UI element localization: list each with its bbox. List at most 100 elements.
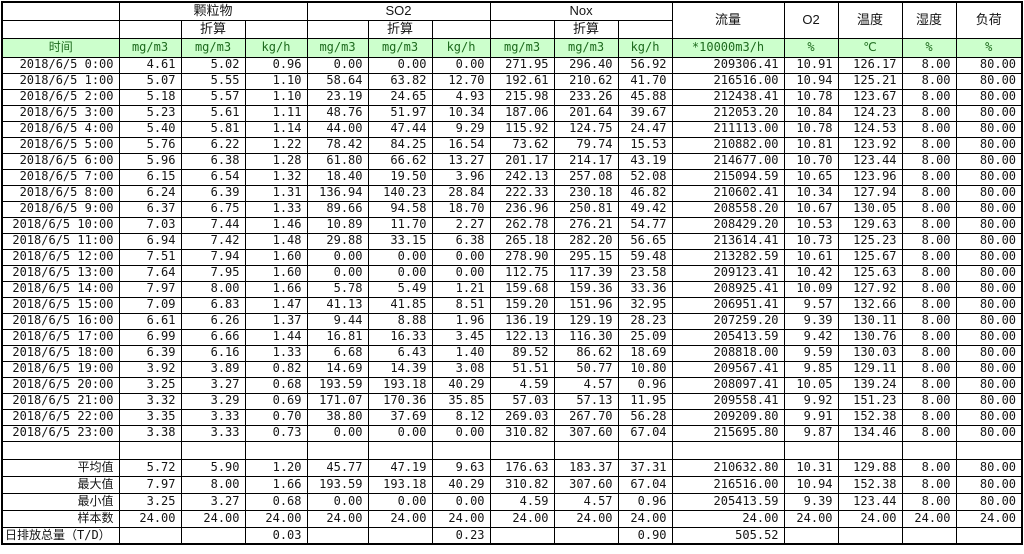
value-cell: 262.78: [489, 216, 555, 234]
table-row: 2018/6/5 16:00 6.61 6.26 1.37 9.44 8.88 1.96 13…: [1, 312, 1023, 330]
value-cell: 24.00: [180, 509, 246, 528]
value-cell: 3.32: [118, 392, 182, 410]
value-cell: 125.23: [837, 232, 903, 250]
value-cell: 267.70: [553, 408, 619, 426]
value-cell: 40.29: [431, 376, 491, 394]
value-cell: 54.77: [617, 216, 673, 234]
value-cell: 7.64: [118, 264, 182, 282]
value-cell: 10.61: [783, 248, 839, 266]
value-cell: 505.52: [671, 526, 785, 545]
value-cell: 123.92: [837, 136, 903, 154]
value-cell: 15.53: [617, 136, 673, 154]
value-cell: 193.59: [306, 475, 369, 494]
value-cell: 126.17: [837, 56, 903, 74]
value-cell: 124.75: [553, 120, 619, 138]
value-cell: 14.69: [306, 360, 369, 378]
value-cell: 130.11: [837, 312, 903, 330]
value-cell: 80.00: [955, 120, 1023, 138]
value-cell: 89.66: [306, 200, 369, 218]
value-cell: 5.57: [180, 88, 246, 106]
value-cell: 0.96: [617, 376, 673, 394]
value-cell: 215.98: [489, 88, 555, 106]
summary-row: 最小值 3.25 3.27 0.68 0.00 0.00 0.00 4.59 4.57 0.96 2…: [1, 492, 1023, 511]
value-cell: 3.25: [118, 376, 182, 394]
value-cell: 80.00: [955, 280, 1023, 298]
value-cell: 10.91: [783, 56, 839, 74]
value-cell: 210602.41: [671, 184, 785, 202]
value-cell: 3.89: [180, 360, 246, 378]
value-cell: 6.38: [431, 232, 491, 250]
value-cell: 0.00: [306, 424, 369, 442]
value-cell: 269.03: [489, 408, 555, 426]
value-cell: [244, 440, 308, 460]
value-cell: 7.03: [118, 216, 182, 234]
value-cell: 0.00: [367, 56, 433, 74]
value-cell: 1.10: [244, 88, 308, 106]
value-cell: 7.09: [118, 296, 182, 314]
value-cell: 6.94: [118, 232, 182, 250]
time-cell: 2018/6/5 22:00: [1, 408, 120, 426]
value-cell: 19.50: [367, 168, 433, 186]
table-row: 2018/6/5 2:00 5.18 5.57 1.10 23.19 24.65 4.93 2…: [1, 88, 1023, 106]
value-cell: 176.63: [489, 458, 555, 477]
value-cell: 10.65: [783, 168, 839, 186]
value-cell: 209306.41: [671, 56, 785, 74]
value-cell: 123.67: [837, 88, 903, 106]
time-header: 时间: [1, 37, 120, 58]
value-cell: 210632.80: [671, 458, 785, 477]
value-cell: 3.08: [431, 360, 491, 378]
value-cell: 310.82: [489, 424, 555, 442]
value-cell: 3.33: [180, 424, 246, 442]
value-cell: 0.00: [306, 492, 369, 511]
value-cell: 11.70: [367, 216, 433, 234]
value-cell: 8.12: [431, 408, 491, 426]
value-cell: 8.00: [901, 88, 957, 106]
unit-cell: kg/h: [244, 37, 308, 58]
value-cell: 236.96: [489, 200, 555, 218]
value-cell: 210.62: [553, 72, 619, 90]
value-cell: 80.00: [955, 72, 1023, 90]
table-row: 2018/6/5 4:00 5.40 5.81 1.14 44.00 47.44 9.29 1…: [1, 120, 1023, 138]
time-cell: 2018/6/5 4:00: [1, 120, 120, 138]
value-cell: 0.90: [617, 526, 673, 545]
value-cell: 242.13: [489, 168, 555, 186]
value-cell: 5.02: [180, 56, 246, 74]
value-cell: 129.88: [837, 458, 903, 477]
value-cell: [617, 440, 673, 460]
group-header-so2: SO2: [306, 1, 491, 21]
value-cell: 130.76: [837, 328, 903, 346]
value-cell: 1.66: [244, 280, 308, 298]
time-cell: 2018/6/5 23:00: [1, 424, 120, 442]
value-cell: 6.61: [118, 312, 182, 330]
value-cell: 24.47: [617, 120, 673, 138]
value-cell: 140.23: [367, 184, 433, 202]
value-cell: 80.00: [955, 152, 1023, 170]
value-cell: 80.00: [955, 376, 1023, 394]
value-cell: 0.68: [244, 376, 308, 394]
value-cell: 80.00: [955, 344, 1023, 362]
value-cell: 222.33: [489, 184, 555, 202]
value-cell: 151.96: [553, 296, 619, 314]
value-cell: 8.00: [901, 232, 957, 250]
value-cell: 8.88: [367, 312, 433, 330]
value-cell: 7.42: [180, 232, 246, 250]
value-cell: 6.22: [180, 136, 246, 154]
value-cell: 23.58: [617, 264, 673, 282]
value-cell: 1.40: [431, 344, 491, 362]
group-header-nox: Nox: [489, 1, 673, 21]
value-cell: 46.82: [617, 184, 673, 202]
group-header-flow: 流量: [671, 1, 785, 39]
table-row: 2018/6/5 6:00 5.96 6.38 1.28 61.80 66.62 13.27…: [1, 152, 1023, 170]
value-cell: 86.62: [553, 344, 619, 362]
value-cell: 80.00: [955, 408, 1023, 426]
value-cell: 7.44: [180, 216, 246, 234]
value-cell: 210882.00: [671, 136, 785, 154]
value-cell: 3.35: [118, 408, 182, 426]
value-cell: 124.53: [837, 120, 903, 138]
value-cell: 63.82: [367, 72, 433, 90]
value-cell: 7.97: [118, 475, 182, 494]
value-cell: 265.18: [489, 232, 555, 250]
value-cell: 24.00: [306, 509, 369, 528]
value-cell: 66.62: [367, 152, 433, 170]
value-cell: 3.92: [118, 360, 182, 378]
